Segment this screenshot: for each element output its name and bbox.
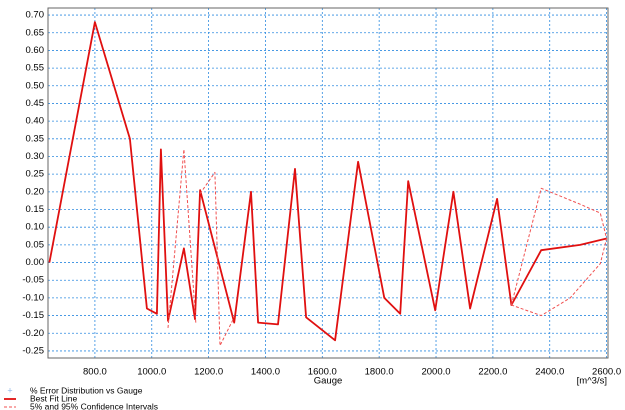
y-tick-label: 0.05 — [26, 239, 45, 250]
x-tick-label: 2200.0 — [478, 367, 507, 378]
y-tick-label: 0.45 — [26, 98, 45, 109]
y-tick-label: 0.50 — [26, 80, 45, 91]
x-tick-label: 800.0 — [83, 367, 107, 378]
y-tick-label: -0.05 — [22, 275, 44, 286]
x-tick-label: 2000.0 — [421, 367, 450, 378]
legend-label: 5% and 95% Confidence Intervals — [30, 401, 158, 410]
x-tick-label: 1000.0 — [137, 367, 166, 378]
x-tick-label: 1200.0 — [194, 367, 223, 378]
x-axis-unit: [m^3/s] — [577, 376, 607, 387]
x-axis-label: Gauge — [314, 376, 343, 387]
plot-area — [47, 7, 609, 359]
y-tick-label: 0.25 — [26, 169, 45, 180]
y-tick-label: -0.15 — [22, 310, 44, 321]
y-tick-label: 0.70 — [26, 10, 45, 21]
legend-label: % Error Distribution vs Gauge — [30, 385, 143, 395]
y-tick-label: 0.20 — [26, 186, 45, 197]
legend-label: Best Fit Line — [30, 393, 78, 403]
y-tick-label: -0.10 — [22, 292, 44, 303]
legend-marker: + — [7, 385, 12, 395]
series-line — [48, 21, 607, 342]
x-tick-label: 2400.0 — [535, 367, 564, 378]
plot-area — [47, 7, 609, 359]
y-tick-label: 0.30 — [26, 151, 45, 162]
y-tick-label: -0.25 — [22, 345, 44, 356]
y-tick-label: 0.55 — [26, 63, 45, 74]
y-tick-label: 0.00 — [26, 257, 45, 268]
series-line — [167, 148, 608, 347]
y-tick-label: 0.10 — [26, 222, 45, 233]
y-tick-label: 0.40 — [26, 116, 45, 127]
y-tick-label: 0.60 — [26, 45, 45, 56]
y-tick-label: 0.35 — [26, 133, 45, 144]
x-tick-label: 2600.0 — [592, 367, 621, 378]
y-tick-label: -0.20 — [22, 328, 44, 339]
y-tick-label: 0.15 — [26, 204, 45, 215]
y-tick-label: 0.65 — [26, 27, 45, 38]
x-tick-label: 1600.0 — [308, 367, 337, 378]
x-tick-label: 1800.0 — [365, 367, 394, 378]
x-tick-label: 1400.0 — [251, 367, 280, 378]
